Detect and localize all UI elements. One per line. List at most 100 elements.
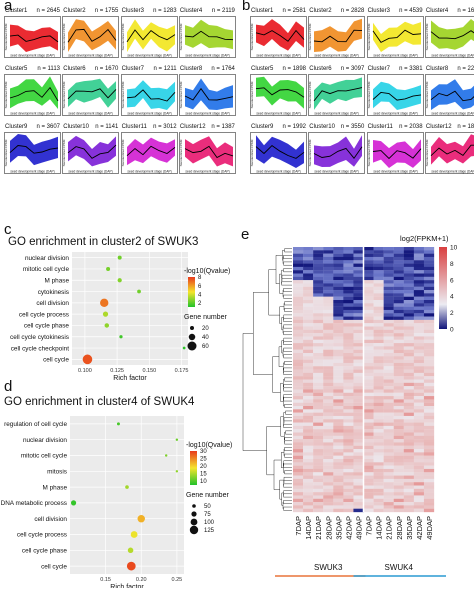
heatmap-cell [353,353,364,357]
cluster-ylabel: Standardized FPKM [425,81,429,108]
heatmap-cell [353,376,364,380]
heatmap-column-label: 7DAP [294,516,303,536]
heatmap-cell [293,386,304,390]
cluster-band [256,76,304,109]
heatmap-cell [373,266,384,271]
cluster-plot: seed development stage (DAP)Standardized… [308,74,366,116]
cluster-count: n = 1141 [95,124,119,130]
heatmap-cell [423,333,435,337]
heatmap-cell [343,280,354,284]
cluster-mean-line [67,28,117,43]
heatmap-cell [423,432,435,436]
heatmap-cell [373,376,384,380]
heatmap-cell [403,260,415,264]
cluster-band [68,19,117,52]
heatmap-cell [333,399,344,403]
heatmap-cell [353,379,364,383]
heatmap-cell [413,280,425,284]
heatmap-cell [413,296,425,301]
color-legend-tick: 25 [200,457,207,463]
heatmap-cell [423,468,435,473]
heatmap-cell [343,508,354,513]
heatmap-cell [403,432,415,436]
cluster-mean-line [126,29,175,43]
heatmap-cell [403,502,415,506]
heatmap-cell [353,415,364,420]
heatmap-cell [333,459,344,463]
heatmap-cell [403,300,415,304]
heatmap-cell [423,303,435,307]
heatmap-cell [403,319,415,324]
cluster-name: Cluster5 [5,66,28,72]
heatmap-cell [413,389,425,393]
heatmap-cell [423,339,435,344]
heatmap-cell [373,293,384,297]
cluster-band [10,24,58,52]
heatmap-cell [313,319,324,324]
cluster-mean-line [255,145,305,159]
cluster-ylabel: Standardized FPKM [121,81,125,108]
heatmap-cell [363,276,374,281]
heatmap-cell [343,465,354,470]
cluster-xlabel: seed development stage (DAP) [127,112,171,116]
heatmap-cell [343,455,354,460]
heatmap-cell [323,339,334,344]
cluster-plot: seed development stage (DAP)Standardized… [308,16,366,58]
chart-title: GO enrichment in cluster2 of SWUK3 [8,236,198,248]
heatmap-cell [313,379,324,383]
heatmap-cell [303,462,314,466]
heatmap-cell [423,445,435,450]
heatmap-cell [303,296,314,301]
heatmap-cell [413,505,425,509]
heatmap-cell [293,475,304,480]
heatmap-cell [383,386,394,390]
heatmap-cell [303,362,314,367]
heatmap-cell [323,263,334,268]
heatmap-cell [343,283,354,287]
heatmap-cell [333,276,344,281]
heatmap-cell [413,260,425,264]
heatmap-cell [423,309,435,314]
heatmap-cell [293,406,304,410]
heatmap-cell [363,260,374,264]
heatmap-cell [363,362,374,367]
heatmap-cell [303,313,314,317]
heatmap-cell [403,422,415,427]
heatmap-cell [343,432,354,436]
heatmap-cell [323,366,334,370]
size-legend-value: 75 [204,512,211,518]
heatmap-column-label: 35DAP [405,516,414,540]
heatmap-cell [353,286,364,291]
heatmap-cell [353,253,364,258]
heatmap-cell [313,260,324,264]
heatmap-cell [413,329,425,334]
heatmap-cell [313,412,324,417]
heatmap-cell [333,343,344,347]
heatmap-cell [383,253,394,258]
heatmap-cell [313,432,324,436]
heatmap-cell [393,409,404,413]
heatmap-cell [333,366,344,370]
heatmap-cell [373,459,384,463]
go-point [130,531,138,538]
heatmap-cell [383,442,394,446]
heatmap-cell [353,412,364,417]
heatmap-cell [403,445,415,450]
heatmap-cell [293,399,304,403]
heatmap-cell [313,419,324,423]
heatmap-cell [423,276,435,281]
heatmap-cell [293,372,304,377]
heatmap-cell [313,290,324,294]
heatmap-cell [353,406,364,410]
heatmap-cell [323,419,334,423]
cluster-count: n = 1211 [153,66,177,72]
cluster-title: Cluster10 n = 1141 [63,124,120,130]
heatmap-cell [413,303,425,307]
heatmap-cell [353,482,364,486]
cluster-plot: seed development stage (DAP)Standardized… [250,74,307,116]
heatmap-cell [313,455,324,460]
heatmap-cells [293,247,435,513]
heatmap-cell [363,459,374,463]
heatmap-cell [323,439,334,443]
heatmap-column-label: 35DAP [334,516,343,540]
